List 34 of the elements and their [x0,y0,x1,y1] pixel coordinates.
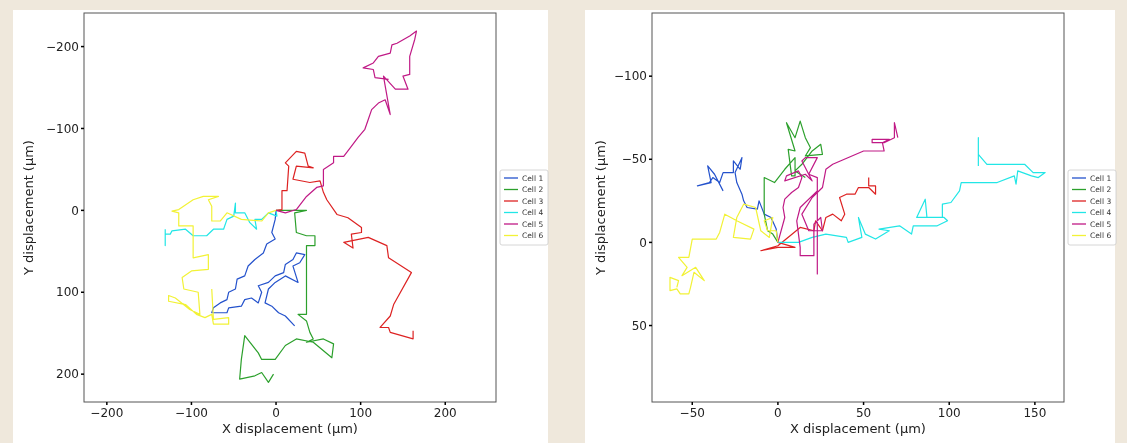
line-series [275,30,418,214]
line-series [669,203,779,295]
x-tick-label: 0 [774,406,782,420]
y-axis-title: Y displacement (µm) [21,140,36,276]
x-tick-label: 50 [855,406,872,420]
line-series [239,209,335,383]
y-tick-label: 0 [71,203,79,218]
x-tick-label: −50 [679,406,705,420]
y-tick-label: −100 [614,69,647,84]
x-axis-title: X displacement (µm) [790,421,926,436]
y-tick-label: −50 [621,152,647,167]
x-tick-label: 100 [937,406,961,420]
line-series [763,120,824,244]
y-tick-label: −200 [46,39,79,54]
x-tick-label: −200 [90,406,124,420]
line-series [777,137,1046,244]
y-tick-label: 200 [56,367,79,382]
y-tick-label: 50 [631,318,647,333]
x-tick-label: −100 [174,406,208,420]
x-tick-label: 100 [349,406,373,420]
y-tick-label: 0 [639,235,647,250]
line-series [760,176,877,252]
line-series [275,150,414,340]
line-series [164,202,278,247]
x-axis-title: X displacement (µm) [222,421,358,436]
line-series [168,195,277,325]
x-tick-label: 150 [1023,406,1047,420]
line-series [777,122,899,275]
x-tick-label: 0 [272,406,280,420]
y-tick-label: −100 [46,121,79,136]
line-series [211,209,306,327]
x-tick-label: 200 [433,406,457,420]
y-axis-title: Y displacement (µm) [593,140,608,276]
y-tick-label: 100 [56,285,79,300]
